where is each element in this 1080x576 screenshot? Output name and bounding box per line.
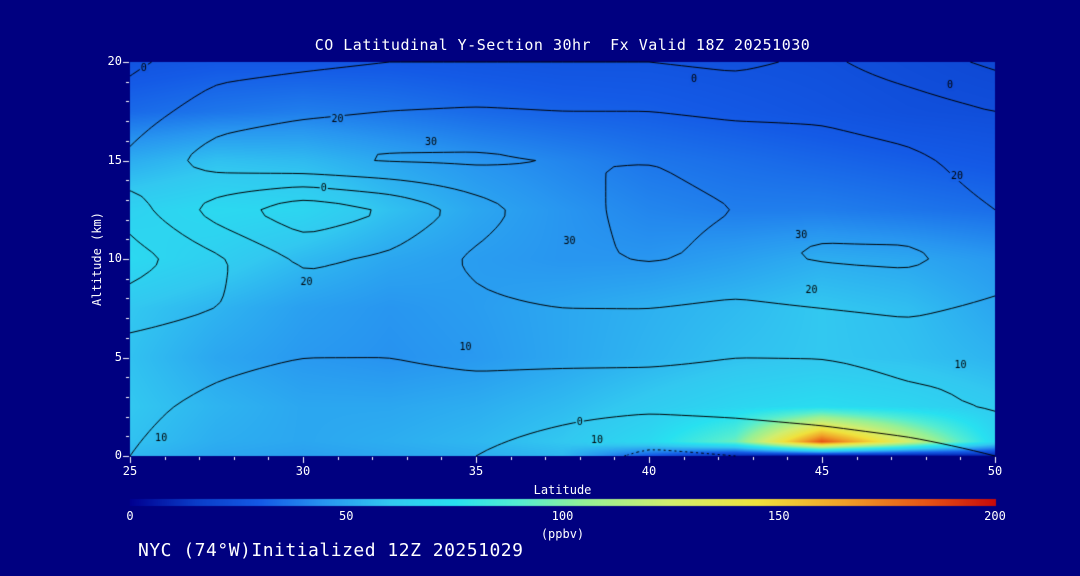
- co-cross-section-plot-canvas: [0, 0, 1080, 576]
- figure-root: CO Latitudinal Y-Section 30hr Fx Valid 1…: [0, 0, 1080, 576]
